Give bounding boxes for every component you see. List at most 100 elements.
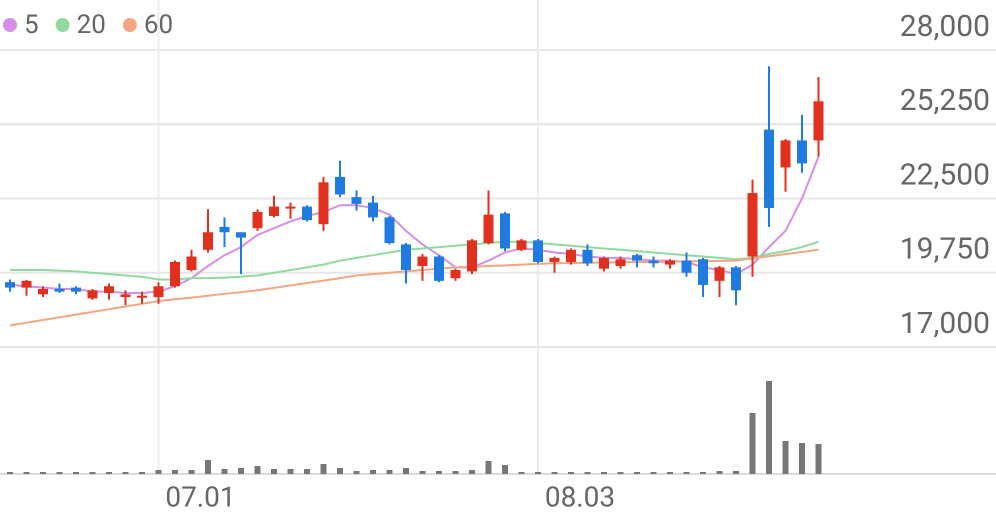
candle-body [203,232,213,250]
y-tick-label: 28,000 [900,9,990,44]
volume-bar [749,413,756,474]
candle-body [137,295,147,298]
candle-body [582,249,593,264]
legend-marker [122,18,137,32]
candle-body [104,286,114,293]
candle-body [252,212,263,229]
volume-bar [205,460,211,474]
legend-marker [55,18,70,32]
candle-body [665,260,675,265]
volume-bar [634,472,640,474]
candle-body [797,140,807,164]
volume-bar [73,472,79,474]
candle-body [549,257,560,262]
candle-body [714,267,725,281]
candle-body [87,290,98,299]
volume-bar [419,471,426,474]
volume-bar [320,464,327,474]
volume-bar [815,444,822,474]
candle-body [302,206,312,221]
volume-bar [584,472,591,474]
ma-line [9,248,819,327]
volume-bar [106,472,112,474]
candle-body [780,140,791,168]
volume-bar [287,469,294,474]
volume-bar [238,468,244,474]
candle-body [731,267,741,291]
volume-bar [469,470,475,474]
x-tick-label: 08.03 [545,480,615,513]
y-tick-label: 25,250 [900,83,990,118]
candle-body [467,240,477,272]
candle-body [54,288,65,292]
volume-bar [667,472,673,474]
legend-label: 20 [77,10,106,40]
volume-bar [568,472,574,474]
volume-bar [353,471,360,474]
candle-body [500,213,510,249]
candle-body [170,261,180,287]
volume-bar [40,472,46,474]
y-tick-label: 19,750 [900,232,990,267]
candle-body [764,129,774,208]
volume-bar [716,471,723,474]
legend: 5 20 60 [3,10,173,40]
candle-body [648,260,659,264]
candle-body [368,202,378,218]
volume-bar [502,465,508,474]
legend-label: 60 [144,10,173,40]
volume-bar [386,470,393,474]
candle-body [318,182,329,225]
volume-bar [172,470,178,474]
candle-body [335,176,345,195]
candle-body [401,244,411,271]
volume-bar [535,472,541,474]
candle-body [236,232,246,238]
candle-body [285,206,296,209]
candle-body [153,286,164,298]
volume-bar [700,472,706,474]
volume-bar [799,443,805,474]
volume-bar [650,472,657,474]
candle-body [269,206,279,217]
y-tick-label: 17,000 [900,306,990,341]
candle-body [516,240,527,250]
volume-bar [551,472,558,474]
legend-label: 5 [24,10,39,40]
volume-bar [304,469,310,474]
candle-body [698,259,708,285]
volume-bar [617,472,624,474]
x-tick-label: 07.01 [165,480,235,513]
volume-bar [7,472,13,474]
legend-marker [3,18,17,32]
volume-bar [601,472,607,474]
candle-body [351,197,362,204]
candle-body [566,249,576,262]
candle-body [384,217,395,244]
volume-bar [188,470,195,474]
candle-body [120,294,131,298]
volume-bar [683,472,690,474]
volume-bar [485,461,492,474]
volume-bar [89,472,96,474]
candle-body [21,280,32,288]
candle-body [599,257,609,269]
volume-bar [139,472,145,474]
volume-bar [23,472,30,474]
candle-body [219,226,230,233]
candle-body [450,270,461,279]
volume-bar [221,469,228,474]
candle-body [186,256,197,271]
volume-bar [782,441,789,474]
volume-bar [452,471,459,474]
volume-bar [403,468,409,474]
volume-bar [56,472,63,474]
candle-body [5,282,15,288]
candle-body [615,259,626,266]
candle-body [38,288,48,295]
volume-bar [271,469,277,474]
volume-bar [436,471,442,474]
candle-body [434,256,444,281]
volume-bar [766,381,772,474]
